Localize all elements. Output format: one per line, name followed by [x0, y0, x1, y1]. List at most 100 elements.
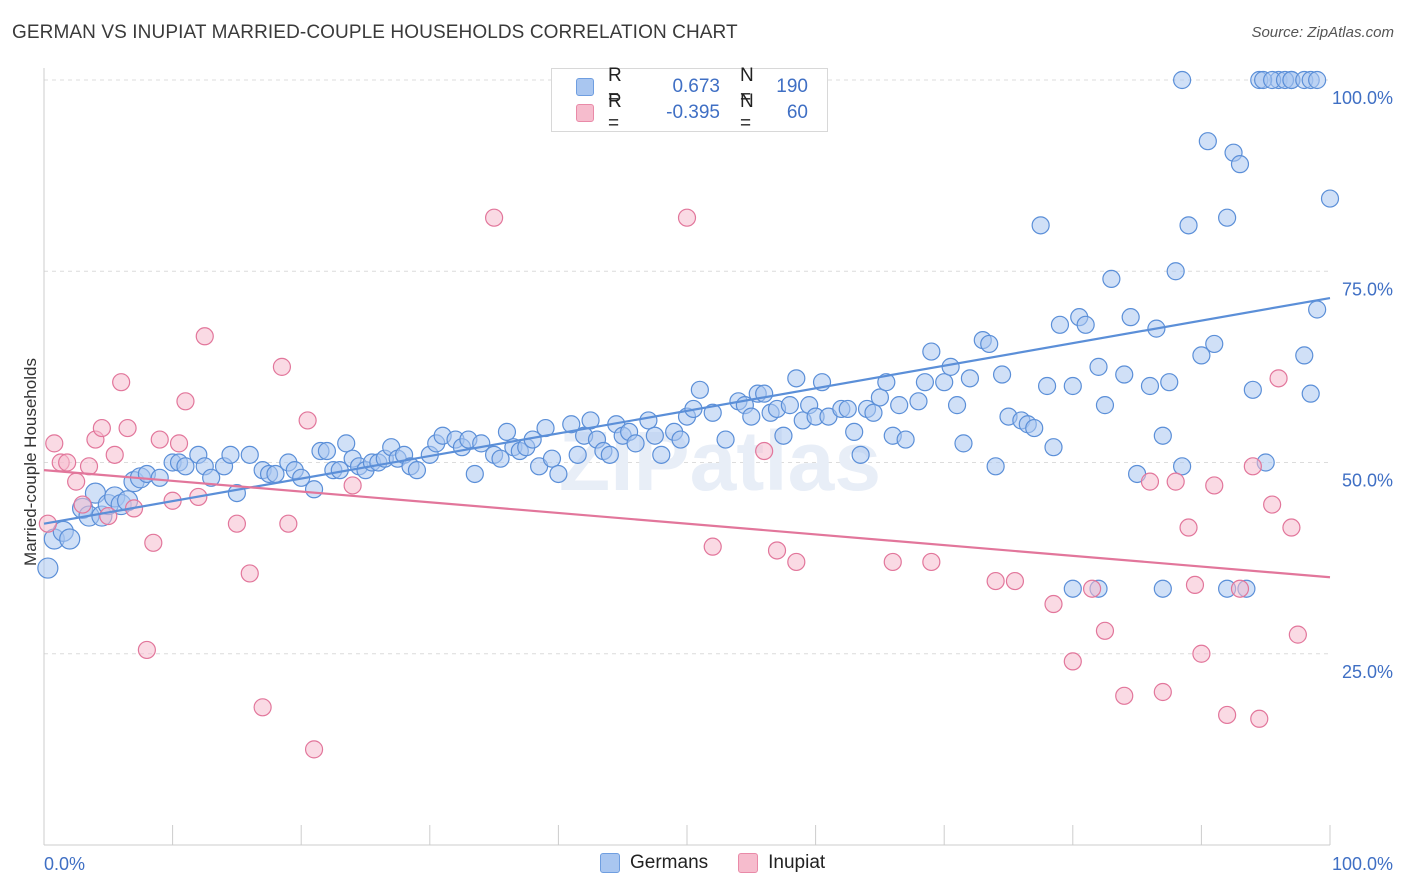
y-axis-label: Married-couple Households: [21, 358, 40, 566]
x-tick-label: 100.0%: [1332, 854, 1393, 874]
point-inupiat: [227, 514, 246, 533]
point-germans: [690, 380, 709, 399]
point-germans: [703, 403, 722, 422]
axis-labels: Married-couple Households 25.0% 50.0% 75.0%…: [21, 88, 1393, 874]
point-inupiat: [195, 327, 214, 346]
point-inupiat: [1243, 457, 1262, 476]
point-inupiat: [240, 564, 259, 583]
point-germans: [568, 445, 587, 464]
legend-swatch-germans: [576, 78, 594, 96]
point-germans: [542, 449, 562, 468]
point-germans: [1031, 216, 1050, 235]
point-germans: [774, 426, 793, 445]
point-germans: [626, 434, 645, 453]
point-germans: [954, 434, 973, 453]
point-inupiat: [144, 533, 163, 552]
point-germans: [716, 430, 735, 449]
legend-swatch-inupiat: [576, 104, 594, 122]
point-inupiat: [150, 430, 169, 449]
point-germans: [851, 445, 870, 464]
point-germans: [1050, 315, 1070, 334]
point-germans: [1192, 346, 1211, 365]
point-inupiat: [99, 506, 118, 526]
point-inupiat: [1140, 472, 1160, 491]
point-inupiat: [1153, 682, 1172, 702]
x-tick-label: 0.0%: [44, 854, 85, 874]
legend-label-inupiat: Inupiat: [768, 852, 826, 873]
point-germans: [1230, 155, 1250, 174]
point-germans: [755, 384, 774, 403]
point-inupiat: [176, 392, 195, 411]
n-value-germans: 190: [776, 76, 808, 97]
y-tick-label: 75.0%: [1342, 279, 1393, 299]
point-germans: [909, 392, 928, 411]
point-inupiat: [922, 552, 941, 572]
point-germans: [600, 445, 619, 464]
point-inupiat: [58, 453, 77, 472]
axes: [43, 68, 1331, 846]
point-germans: [240, 445, 259, 464]
point-inupiat: [1179, 518, 1198, 537]
point-germans: [864, 403, 883, 422]
point-germans: [1025, 418, 1044, 438]
point-inupiat: [1250, 709, 1269, 728]
point-germans: [671, 430, 690, 449]
point-inupiat: [986, 571, 1005, 591]
point-germans: [787, 369, 806, 388]
point-germans: [941, 357, 960, 376]
point-germans: [960, 369, 980, 388]
point-germans: [465, 464, 484, 484]
point-germans: [980, 334, 999, 354]
series-inupiat: [38, 208, 1307, 759]
r-value-inupiat: -0.395: [666, 102, 720, 123]
point-inupiat: [1082, 579, 1102, 598]
point-germans: [549, 464, 568, 484]
point-germans: [922, 342, 941, 361]
point-inupiat: [677, 208, 697, 227]
point-germans: [337, 434, 356, 453]
point-germans: [639, 411, 658, 430]
point-inupiat: [67, 472, 86, 491]
r-label: R =: [608, 91, 622, 134]
point-inupiat: [253, 698, 272, 717]
point-inupiat: [279, 514, 298, 533]
point-germans: [1243, 380, 1262, 399]
point-germans: [890, 396, 909, 415]
point-germans: [202, 468, 221, 487]
legend-item-inupiat[interactable]: Inupiat: [738, 852, 825, 874]
point-inupiat: [1288, 625, 1307, 644]
point-inupiat: [485, 208, 504, 227]
point-inupiat: [298, 411, 317, 430]
point-germans: [986, 457, 1005, 476]
point-germans: [1044, 438, 1063, 457]
legend-swatch-germans: [600, 853, 620, 873]
point-inupiat: [1044, 594, 1063, 614]
series-germans: [37, 70, 1340, 598]
trend-line-inupiat: [43, 469, 1331, 579]
point-germans: [1198, 132, 1217, 151]
point-inupiat: [703, 537, 722, 556]
point-germans: [877, 373, 896, 392]
point-germans: [1063, 376, 1082, 396]
point-germans: [992, 365, 1012, 384]
point-germans: [645, 426, 664, 445]
point-germans: [845, 422, 864, 441]
point-inupiat: [112, 373, 131, 392]
point-inupiat: [92, 418, 111, 438]
point-inupiat: [1166, 472, 1185, 491]
point-germans: [562, 415, 581, 434]
point-germans: [581, 411, 600, 430]
legend-item-germans[interactable]: Germans: [600, 852, 708, 874]
grid-lines: [44, 79, 1330, 655]
point-germans: [304, 480, 324, 499]
y-tick-label: 50.0%: [1342, 471, 1393, 491]
point-germans: [1153, 579, 1172, 598]
point-germans: [935, 373, 954, 392]
point-germans: [317, 441, 337, 461]
point-germans: [221, 445, 240, 464]
point-germans: [1089, 357, 1108, 376]
trend-lines: [43, 296, 1331, 579]
point-inupiat: [1218, 705, 1237, 725]
point-germans: [491, 449, 510, 468]
